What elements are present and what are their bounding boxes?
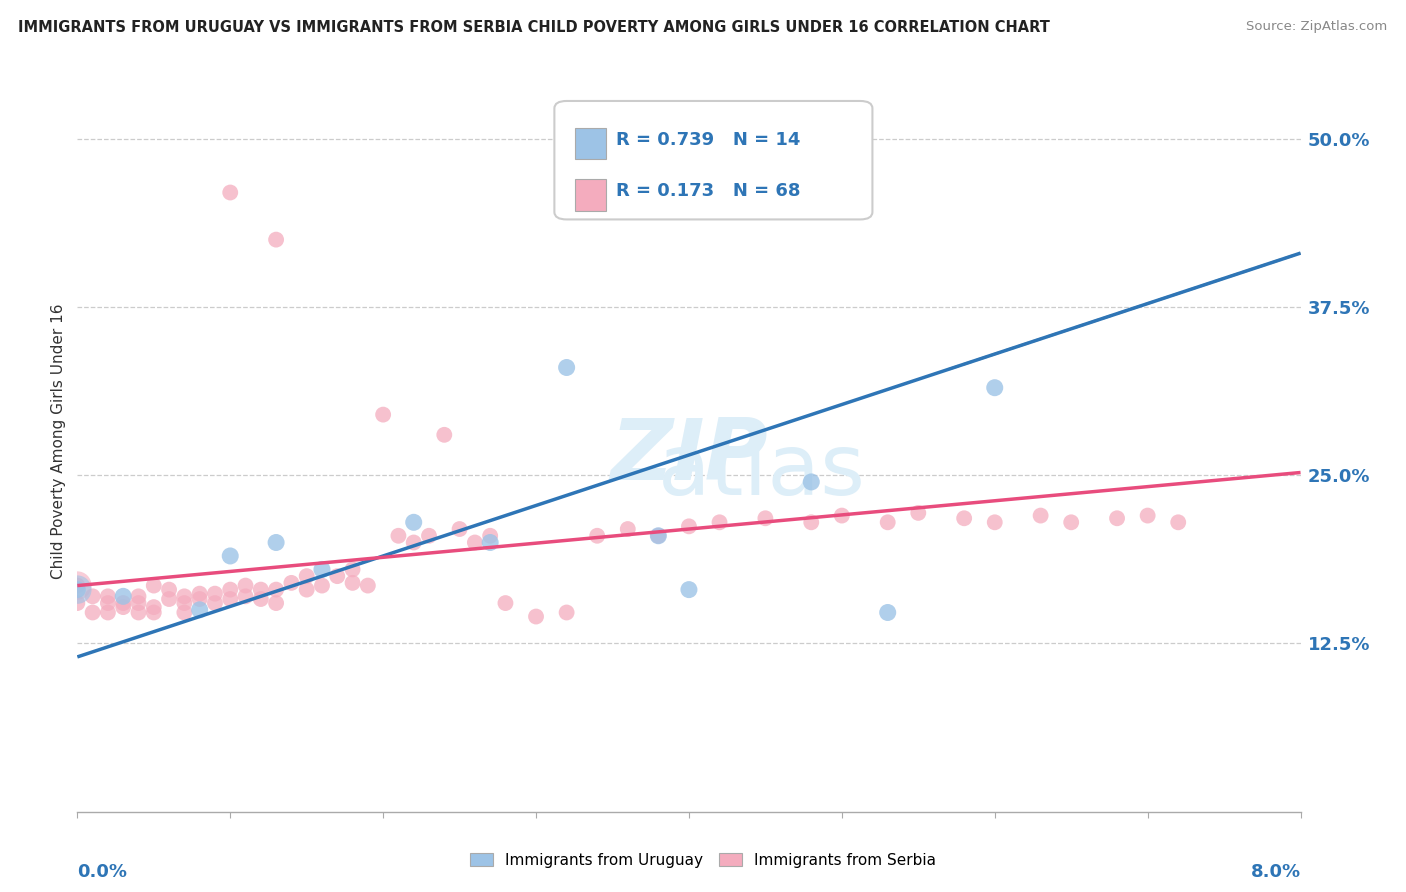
Bar	[575, 179, 606, 211]
Point	[235, 578, 257, 592]
Point	[128, 596, 150, 610]
Point	[754, 511, 776, 525]
Point	[97, 590, 120, 604]
Point	[586, 529, 609, 543]
Point	[264, 596, 287, 610]
Legend: Immigrants from Uruguay, Immigrants from Serbia: Immigrants from Uruguay, Immigrants from…	[463, 845, 943, 875]
Point	[647, 529, 669, 543]
Point	[264, 535, 287, 549]
FancyBboxPatch shape	[554, 101, 873, 219]
Point	[402, 516, 425, 530]
Text: Source: ZipAtlas.com: Source: ZipAtlas.com	[1247, 20, 1388, 33]
Point	[97, 596, 120, 610]
Point	[709, 516, 731, 530]
Point	[82, 590, 104, 604]
Point	[112, 600, 135, 615]
Point	[876, 606, 898, 620]
Point	[82, 606, 104, 620]
Point	[342, 562, 364, 576]
Point	[112, 590, 135, 604]
Point	[219, 582, 242, 597]
Point	[1107, 511, 1129, 525]
Point	[418, 529, 440, 543]
Text: IMMIGRANTS FROM URUGUAY VS IMMIGRANTS FROM SERBIA CHILD POVERTY AMONG GIRLS UNDE: IMMIGRANTS FROM URUGUAY VS IMMIGRANTS FR…	[18, 20, 1050, 35]
Point	[66, 596, 89, 610]
Point	[142, 606, 165, 620]
Point	[984, 381, 1007, 395]
Text: R = 0.739   N = 14: R = 0.739 N = 14	[616, 130, 800, 149]
Point	[524, 609, 547, 624]
Point	[219, 186, 242, 200]
Point	[173, 596, 195, 610]
Text: 8.0%: 8.0%	[1250, 863, 1301, 881]
Point	[387, 529, 409, 543]
Point	[204, 596, 226, 610]
Point	[173, 606, 195, 620]
Point	[219, 592, 242, 607]
Point	[495, 596, 517, 610]
Point	[555, 606, 578, 620]
Point	[311, 562, 333, 576]
Point	[831, 508, 853, 523]
Point	[342, 575, 364, 590]
Point	[66, 582, 89, 597]
Point	[66, 578, 89, 592]
Point	[188, 592, 211, 607]
Text: ZIP: ZIP	[610, 415, 768, 498]
Y-axis label: Child Poverty Among Girls Under 16: Child Poverty Among Girls Under 16	[51, 304, 66, 579]
Point	[157, 592, 180, 607]
Point	[326, 569, 349, 583]
Point	[295, 569, 318, 583]
Point	[907, 506, 929, 520]
Point	[402, 535, 425, 549]
Point	[433, 427, 456, 442]
Point	[204, 587, 226, 601]
Point	[678, 582, 700, 597]
Point	[128, 606, 150, 620]
Point	[295, 582, 318, 597]
Point	[800, 516, 823, 530]
Point	[128, 590, 150, 604]
Point	[264, 233, 287, 247]
Point	[876, 516, 898, 530]
Point	[800, 475, 823, 489]
Point	[984, 516, 1007, 530]
Point	[157, 582, 180, 597]
Point	[250, 592, 273, 607]
Point	[188, 587, 211, 601]
Point	[173, 590, 195, 604]
Point	[371, 408, 394, 422]
Text: 0.0%: 0.0%	[77, 863, 128, 881]
Point	[280, 575, 302, 590]
Point	[1167, 516, 1189, 530]
Point	[250, 582, 273, 597]
Point	[219, 549, 242, 563]
Point	[449, 522, 471, 536]
Point	[264, 582, 287, 597]
Point	[112, 596, 135, 610]
Point	[617, 522, 640, 536]
Point	[479, 535, 502, 549]
Point	[357, 578, 380, 592]
Point	[66, 578, 89, 592]
Text: atlas: atlas	[658, 430, 866, 513]
Point	[97, 606, 120, 620]
Point	[953, 511, 976, 525]
Point	[1029, 508, 1052, 523]
Point	[188, 603, 211, 617]
Point	[311, 578, 333, 592]
Point	[555, 360, 578, 375]
Point	[1136, 508, 1159, 523]
Text: R = 0.173   N = 68: R = 0.173 N = 68	[616, 183, 800, 201]
Point	[1060, 516, 1083, 530]
Point	[235, 590, 257, 604]
Point	[464, 535, 486, 549]
Point	[66, 582, 89, 597]
Point	[678, 519, 700, 533]
Bar	[575, 128, 606, 159]
Point	[142, 578, 165, 592]
Point	[647, 529, 669, 543]
Point	[142, 600, 165, 615]
Point	[479, 529, 502, 543]
